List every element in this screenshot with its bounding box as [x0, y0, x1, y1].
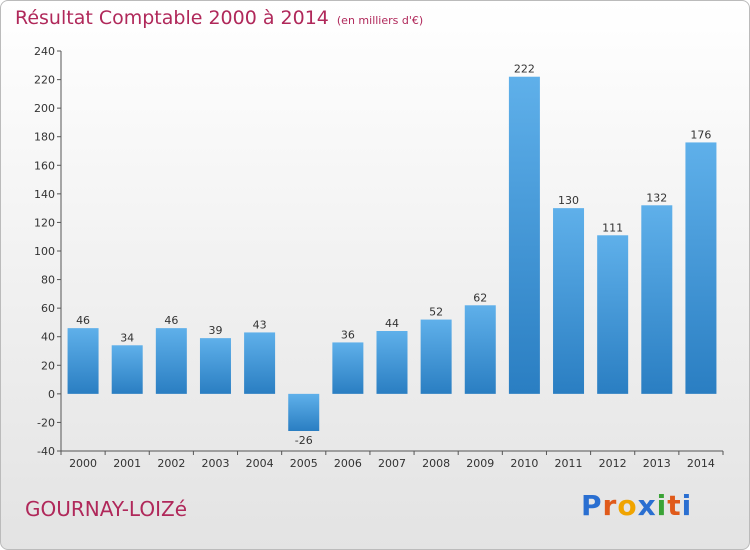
x-tick-label: 2007 — [378, 457, 406, 470]
value-label-2006: 36 — [341, 328, 355, 341]
bar-2005 — [288, 393, 320, 431]
value-label-2011: 130 — [558, 194, 579, 207]
x-tick-label: 2013 — [643, 457, 671, 470]
bars — [67, 76, 717, 431]
chart-title: Résultat Comptable 2000 à 2014 (en millie… — [15, 7, 423, 29]
x-tick-label: 2009 — [466, 457, 494, 470]
x-tick-label: 2001 — [113, 457, 141, 470]
bar-2010 — [508, 76, 540, 394]
value-label-2004: 43 — [253, 318, 267, 331]
value-label-2005: -26 — [295, 434, 313, 447]
proxiti-logo: Proxiti — [581, 489, 693, 522]
y-tick-label: 20 — [41, 359, 55, 372]
x-tick-label: 2000 — [69, 457, 97, 470]
x-tick-label: 2012 — [599, 457, 627, 470]
y-tick-label: -40 — [37, 445, 55, 458]
value-label-2014: 176 — [690, 128, 711, 141]
y-tick-label: 120 — [34, 216, 55, 229]
bar-2009 — [464, 305, 496, 394]
bar-2003 — [199, 338, 231, 394]
y-tick-label: 160 — [34, 159, 55, 172]
bar-2000 — [67, 328, 99, 394]
y-tick-label: 0 — [48, 388, 55, 401]
x-tick-label: 2011 — [555, 457, 583, 470]
y-tick-label: 60 — [41, 302, 55, 315]
y-tick-label: 40 — [41, 331, 55, 344]
y-tick-label: 100 — [34, 245, 55, 258]
x-tick-label: 2004 — [246, 457, 274, 470]
value-label-2008: 52 — [429, 306, 443, 319]
bar-2013 — [641, 205, 673, 394]
bar-2001 — [111, 345, 143, 394]
bar-2008 — [420, 319, 452, 394]
value-label-2003: 39 — [208, 324, 222, 337]
bar-2007 — [376, 331, 408, 394]
value-label-2002: 46 — [164, 314, 178, 327]
x-tick-label: 2010 — [510, 457, 538, 470]
bar-2002 — [155, 328, 187, 394]
value-label-2007: 44 — [385, 317, 399, 330]
axes: -40 -20 0 20 40 60 80 100 120 140 160 180 200 220 240 2… — [34, 45, 724, 470]
y-tick-label: -20 — [37, 416, 55, 429]
value-label-2010: 222 — [514, 63, 535, 76]
value-label-2012: 111 — [602, 221, 623, 234]
chart-subtitle: (en milliers d'€) — [336, 14, 424, 27]
value-label-2001: 34 — [120, 331, 134, 344]
bar-2014 — [685, 142, 717, 394]
y-tick-label: 220 — [34, 74, 55, 87]
value-label-2009: 62 — [473, 291, 487, 304]
x-tick-label: 2014 — [687, 457, 715, 470]
y-tick-label: 140 — [34, 188, 55, 201]
y-tick-label: 180 — [34, 131, 55, 144]
y-tick-label: 200 — [34, 102, 55, 115]
y-tick-label: 240 — [34, 45, 55, 58]
value-label-2000: 46 — [76, 314, 90, 327]
location-name: GOURNAY-LOIZé — [25, 497, 188, 521]
x-tick-label: 2006 — [334, 457, 362, 470]
x-tick-label: 2008 — [422, 457, 450, 470]
bar-2006 — [332, 342, 364, 394]
value-labels: 46 34 46 39 43 -26 36 44 52 62 222 130 111 132 176 — [76, 63, 711, 447]
bar-2011 — [553, 208, 585, 394]
x-tick-label: 2003 — [201, 457, 229, 470]
x-tick-label: 2005 — [290, 457, 318, 470]
bar-2004 — [244, 332, 276, 394]
value-label-2013: 132 — [646, 191, 667, 204]
title-text: Résultat Comptable 2000 à 2014 — [15, 7, 329, 29]
x-tick-label: 2002 — [157, 457, 185, 470]
bar-2012 — [597, 235, 629, 394]
y-tick-label: 80 — [41, 274, 55, 287]
